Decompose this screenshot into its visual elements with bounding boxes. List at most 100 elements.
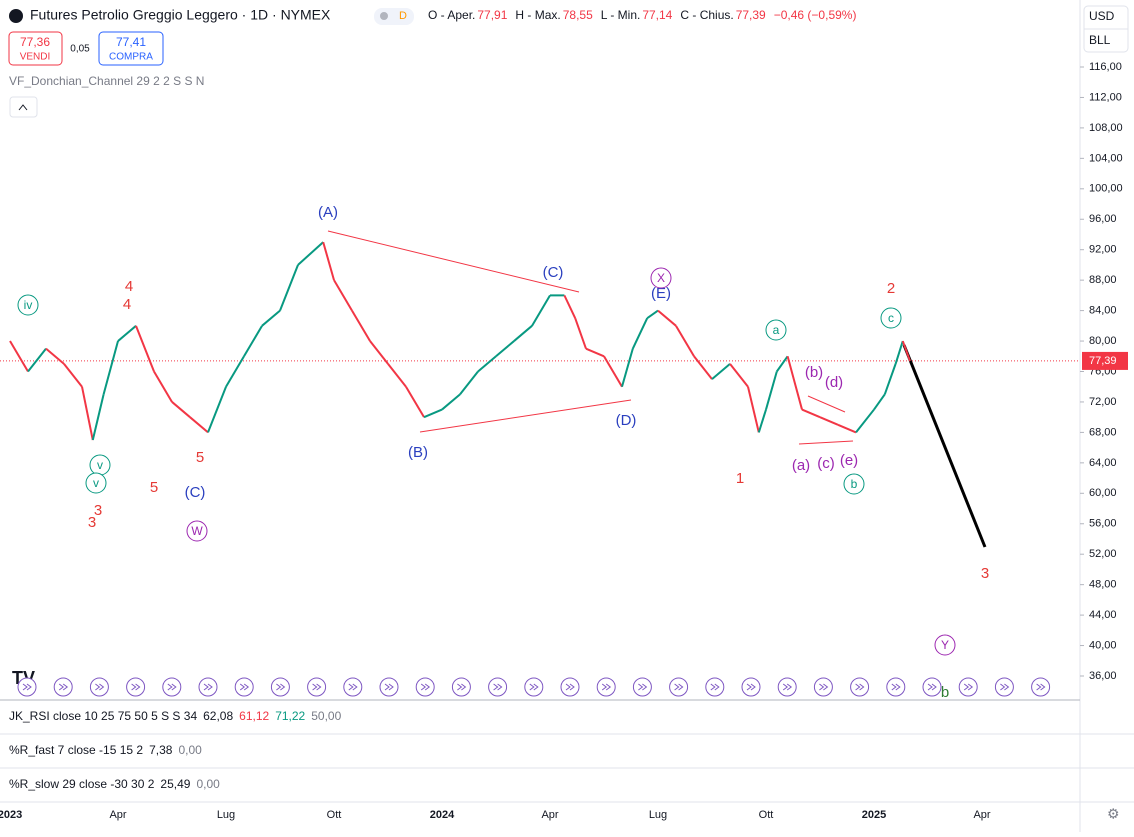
price-segment [693,355,713,380]
pane-value: 0,00 [178,743,202,757]
trendline [807,395,846,413]
y-tick-label: 88,00 [1089,274,1117,286]
sell-btn[interactable] [8,31,63,66]
event-arrow [493,683,503,691]
y-tick-label: 96,00 [1089,213,1117,225]
price-segment [747,386,760,433]
wave-label: (A) [318,204,338,221]
price-segment [441,393,461,411]
ohlc-value: 77,14 [642,8,672,22]
badge-bg [374,8,414,25]
wave-circle [765,319,787,341]
wave-label: 3 [88,514,96,531]
event-arrow [819,683,829,691]
wave-label: b [941,684,949,701]
wave-label: b [851,477,858,491]
price-segment [261,309,281,327]
y-tick-label: 52,00 [1089,548,1117,560]
y-tick-label: 72,00 [1089,396,1117,408]
price-segment [45,347,65,365]
x-tick-label: 2023 [0,809,22,821]
price-segment [711,363,731,380]
price-segment [243,325,263,357]
buy-price: 77,41 [116,35,146,49]
pane-value: 71,22 [275,709,305,723]
price-segment [117,325,137,342]
price-segment [63,363,83,388]
x-tick-label: 2024 [430,809,455,821]
price-segment [621,348,634,387]
ohlc-value: 77,91 [477,8,507,22]
event-arrow [131,683,141,691]
price-segment [603,355,623,388]
x-tick-label: Apr [973,809,990,821]
y-tick-label: 104,00 [1089,152,1123,164]
wave-circle [17,294,39,316]
y-tick-label: 44,00 [1089,609,1117,621]
price-segment [405,386,425,418]
price-segment [574,317,587,349]
badge: D [399,10,407,22]
event-arrow [891,683,901,691]
x-tick-label: Ott [327,809,342,821]
unit: BLL [1089,33,1111,47]
price-segment [801,408,821,419]
price-segment [27,348,47,373]
event-arrow [674,683,684,691]
pane-title: %R_slow 29 close -30 30 2 [9,777,155,791]
event-arrow [203,683,213,691]
event-arrow [927,683,937,691]
event-arrow [58,683,69,691]
dot [380,12,388,20]
wave-label: 4 [125,278,133,295]
symbol: Futures Petrolio Greggio Leggero · 1D · … [30,7,331,23]
currency: USD [1089,9,1115,23]
price-segment [351,310,371,342]
x-tick-label: Lug [217,809,235,821]
price-segment [765,371,778,410]
settings[interactable]: ⚙ [1107,806,1120,822]
trendline [327,230,580,293]
ohlc-label: O - Aper. [428,8,475,22]
pane-value: 50,00 [311,709,341,723]
pane-title: JK_RSI close 10 25 75 50 5 S S 34 [9,709,197,723]
wave-label: iv [24,298,33,312]
price-segment [757,409,767,433]
wave-label: 2 [887,280,895,297]
wave-label: (B) [408,444,428,461]
wave-label: W [191,524,203,538]
event-arrow [384,683,394,691]
wave-label: 4 [123,296,131,313]
wave-label: v [93,476,99,490]
y-tick-label: 108,00 [1089,122,1123,134]
price-segment [459,370,479,395]
pane-value: 62,08 [203,709,233,723]
wave-label: 5 [196,449,204,466]
wave-label: X [657,271,665,285]
last-price-tag [1082,351,1128,370]
wave-label: (e) [840,452,858,469]
ohlc-label: L - Min. [601,8,641,22]
price-segment [423,408,443,419]
price-segment [477,355,497,373]
wave-label: 3 [981,565,989,582]
price-segment [775,355,789,373]
ohlc-label: H - Max. [515,8,560,22]
buy-btn[interactable] [98,31,164,66]
price-segment [837,423,857,434]
x-tick-label: 2025 [862,809,886,821]
y-tick-label: 112,00 [1089,91,1122,103]
price-segment [369,340,389,365]
wave-label: 3 [94,502,102,519]
event-arrow [746,683,756,691]
y-tick-label: 56,00 [1089,518,1117,530]
trendline [419,399,632,433]
wave-label: 1 [736,470,744,487]
price-segment [901,340,911,362]
event-arrow [963,683,974,691]
collapse[interactable] [9,96,38,118]
chevron [18,104,28,111]
wave-label: (c) [817,455,835,472]
event-arrow [348,683,358,691]
projection [902,344,987,548]
